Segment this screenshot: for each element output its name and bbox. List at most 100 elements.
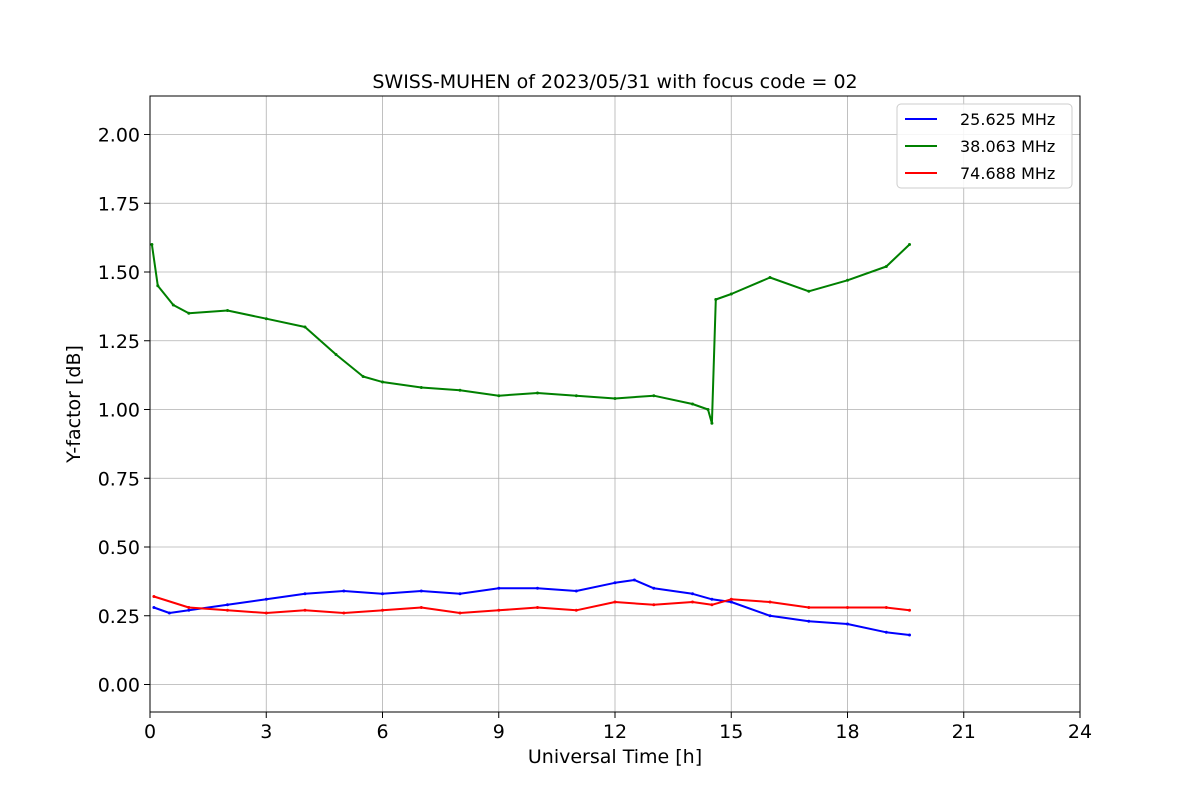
- y-tick-label: 0.25: [98, 606, 140, 628]
- y-tick-label: 0.50: [98, 537, 140, 559]
- x-tick-label: 0: [144, 721, 156, 743]
- data-point: [846, 622, 849, 626]
- legend-label-2: 74.688 MHz: [960, 164, 1055, 183]
- data-point: [303, 608, 307, 612]
- data-point: [574, 394, 578, 398]
- series-line-2: [153, 595, 910, 614]
- y-tick-label: 1.50: [98, 262, 140, 284]
- data-point: [150, 243, 154, 246]
- data-point: [497, 608, 501, 612]
- data-point: [613, 581, 617, 585]
- data-point: [632, 578, 636, 582]
- series-line-0: [153, 579, 910, 636]
- data-point: [846, 606, 849, 609]
- data-point: [714, 298, 718, 301]
- data-point: [458, 592, 462, 596]
- data-point: [171, 303, 175, 307]
- data-point: [264, 597, 268, 601]
- data-point: [652, 394, 656, 398]
- x-tick-label: 18: [835, 721, 859, 743]
- y-axis: 0.00 0.25 0.50 0.75 1.00 1.25 1.50 1.75 2.00: [98, 125, 150, 697]
- x-tick-label: 24: [1068, 721, 1092, 743]
- data-point: [884, 630, 888, 634]
- x-tick-label: 9: [493, 721, 505, 743]
- series-layer: [150, 243, 911, 637]
- data-point: [419, 606, 423, 609]
- data-point: [729, 597, 733, 601]
- data-point: [729, 292, 733, 296]
- data-point: [187, 608, 191, 612]
- x-tick-label: 6: [376, 721, 388, 743]
- data-point: [807, 619, 811, 623]
- data-point: [884, 265, 888, 268]
- data-point: [381, 608, 384, 612]
- data-point: [710, 421, 714, 425]
- y-axis-label: Y-factor [dB]: [63, 345, 85, 464]
- data-point: [768, 276, 772, 279]
- legend-box: [896, 103, 1073, 189]
- data-point: [342, 611, 346, 615]
- y-tick-label: 1.75: [98, 193, 140, 215]
- data-point: [458, 611, 462, 615]
- legend-label-0: 25.625 MHz: [960, 110, 1055, 129]
- data-point: [226, 603, 229, 607]
- data-point: [908, 608, 911, 612]
- data-point: [691, 600, 694, 604]
- x-axis-label: Universal Time [h]: [528, 746, 702, 768]
- data-point: [342, 589, 346, 593]
- data-point: [381, 380, 384, 384]
- data-point: [167, 611, 171, 615]
- data-point: [226, 309, 229, 312]
- legend: 25.625 MHz 38.063 MHz 74.688 MHz: [896, 103, 1073, 189]
- y-tick-label: 1.00: [98, 400, 140, 422]
- data-point: [536, 586, 539, 590]
- data-point: [574, 608, 578, 612]
- x-axis: 0 3 6 9 12 15 18 21 24: [144, 712, 1092, 743]
- x-tick-label: 12: [603, 721, 627, 743]
- data-point: [458, 388, 462, 392]
- data-point: [497, 394, 501, 398]
- data-point: [419, 386, 423, 389]
- data-point: [334, 353, 338, 356]
- data-point: [361, 375, 365, 378]
- data-point: [652, 586, 656, 590]
- x-tick-label: 21: [952, 721, 976, 743]
- data-point: [264, 611, 268, 615]
- data-point: [613, 600, 617, 604]
- data-point: [152, 595, 156, 598]
- data-point: [691, 402, 694, 406]
- data-point: [908, 633, 911, 637]
- data-point: [536, 606, 539, 609]
- data-point: [768, 600, 772, 604]
- data-point: [226, 608, 229, 612]
- data-point: [381, 592, 384, 596]
- data-point: [691, 592, 694, 596]
- data-point: [652, 603, 656, 607]
- data-point: [729, 600, 733, 604]
- data-point: [710, 603, 714, 607]
- x-tick-label: 15: [719, 721, 743, 743]
- data-point: [497, 586, 501, 590]
- data-point: [884, 606, 888, 609]
- data-point: [613, 397, 617, 400]
- y-tick-label: 2.00: [98, 125, 140, 147]
- data-point: [807, 606, 811, 609]
- data-point: [156, 284, 160, 288]
- data-point: [264, 317, 268, 321]
- y-tick-label: 0.00: [98, 675, 140, 697]
- data-point: [846, 278, 849, 282]
- data-point: [710, 597, 714, 601]
- data-point: [706, 408, 710, 411]
- data-point: [303, 325, 307, 329]
- chart-title: SWISS-MUHEN of 2023/05/31 with focus cod…: [372, 71, 857, 93]
- y-tick-label: 0.75: [98, 468, 140, 490]
- data-point: [807, 289, 811, 293]
- data-point: [768, 614, 772, 618]
- data-point: [152, 606, 156, 609]
- data-point: [187, 311, 191, 315]
- data-point: [908, 243, 911, 246]
- data-point: [574, 589, 578, 593]
- data-point: [536, 391, 539, 395]
